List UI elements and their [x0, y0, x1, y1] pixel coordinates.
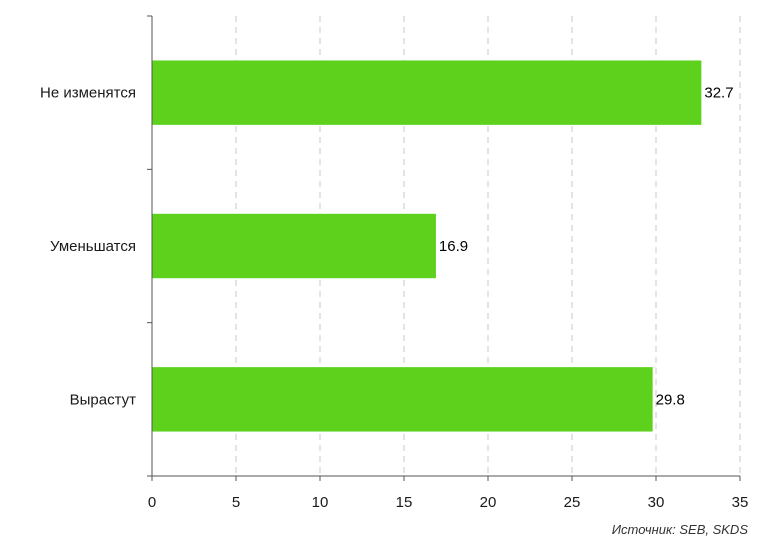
x-tick-label-20: 20	[480, 494, 497, 511]
x-tick-label-5: 5	[232, 494, 240, 511]
value-label-0: 32.7	[704, 85, 733, 102]
source-note: Источник: SEB, SKDS	[611, 522, 748, 537]
bar-1	[152, 213, 436, 279]
x-tick-label-35: 35	[732, 494, 749, 511]
category-label-1: Уменьшатся	[50, 238, 136, 255]
x-tick-label-30: 30	[648, 494, 665, 511]
bar-2	[152, 367, 653, 432]
x-tick-label-10: 10	[312, 494, 329, 511]
value-label-1: 16.9	[439, 238, 468, 255]
value-label-2: 29.8	[656, 391, 685, 408]
category-label-0: Не изменятся	[40, 85, 136, 102]
x-tick-label-25: 25	[564, 494, 581, 511]
x-tick-label-0: 0	[148, 494, 156, 511]
category-label-2: Вырастут	[70, 391, 137, 408]
bar-0	[152, 60, 702, 125]
x-tick-label-15: 15	[396, 494, 413, 511]
